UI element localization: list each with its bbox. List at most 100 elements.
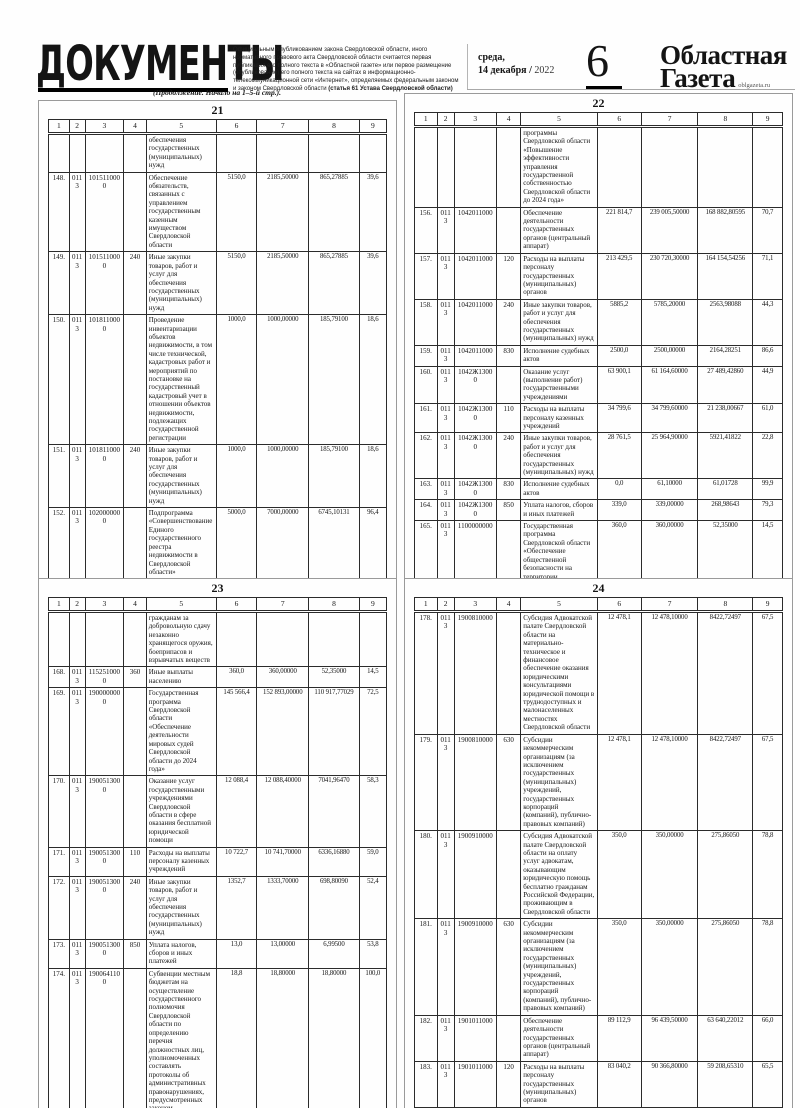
table-cell: 52,35000 [308, 666, 360, 689]
table-row: 164. 0113 1042Ж13000 850 Уплата налогов, сбо… [414, 499, 783, 522]
table-cell: 12 088,40000 [256, 775, 310, 848]
column-header: 2 [436, 597, 455, 613]
table-cell: 10 722,7 [215, 846, 258, 877]
table-row: 182. 0113 1901011000 Обеспечение деятельнос… [414, 1014, 783, 1062]
table-cell: 1900810000 [453, 611, 497, 735]
table-cell [84, 133, 125, 173]
table-cell [84, 610, 125, 668]
column-header: 9 [752, 597, 783, 613]
table-row: 178. 0113 1900810000 Субсидия Адвокатской п… [414, 611, 783, 735]
table-cell: 163. [414, 478, 438, 501]
budget-table: 1 2 3 4 5 6 7 8 9 обеспечения государственных (му… [48, 119, 388, 760]
table-row: 181. 0113 1900910000 630 Субсидии некоммерче… [414, 918, 783, 1016]
table-cell: 90 366,80000 [640, 1060, 699, 1108]
table-cell [495, 611, 522, 735]
table-row: 180. 0113 1900910000 Субсидия Адвокатской п… [414, 830, 783, 920]
table-cell: 168. [48, 666, 70, 689]
table-cell: 360 [123, 666, 147, 689]
table-cell [48, 610, 70, 668]
table-cell: 0113 [436, 1014, 455, 1062]
issue-day: 14 декабря / 2022 [478, 65, 555, 76]
table-row: 179. 0113 1900810000 630 Субсидии некоммерче… [414, 733, 783, 832]
masthead-rule [467, 89, 795, 90]
table-number: 22 [592, 96, 605, 110]
table-row: 169. 0113 1900000000 Государственная програ… [48, 687, 388, 777]
table-cell: Субвенции местным бюджетам на осуществле… [145, 967, 217, 1108]
column-header: 7 [256, 597, 310, 613]
budget-table-block-24: 24 1 2 3 4 5 6 7 8 9 178. 0113 1900810000 Субсидия А… [404, 578, 793, 1108]
table-cell: 0113 [68, 507, 86, 580]
table-cell: 152 893,00000 [256, 687, 310, 777]
table-cell [256, 133, 310, 173]
column-header: 6 [215, 119, 258, 135]
disclaimer-text: Официальным опубликованием закона Свердл… [233, 47, 459, 92]
table-cell: обеспечения государственных (муниципальн… [145, 133, 217, 173]
table-cell: 99,9 [752, 478, 783, 501]
table-cell: 1900910000 [453, 918, 497, 1016]
table-cell [256, 610, 310, 668]
continuation-note-top: (Продолжение. Начало на 1–5-й стр.). [152, 88, 282, 97]
table-cell: 1015110000 [84, 251, 125, 316]
table-cell: Расходы на выплаты персоналу государстве… [520, 252, 598, 300]
table-cell: 0113 [436, 918, 455, 1016]
table-cell: 160. [414, 365, 438, 405]
table-cell: 0,0 [596, 478, 642, 501]
table-cell: 350,0 [596, 918, 642, 1016]
table-cell: Подпрограмма «Совершенствование Единого … [145, 507, 217, 580]
table-cell: 0113 [436, 499, 455, 522]
table-cell: 164 154,54256 [697, 252, 754, 300]
table-cell [308, 133, 360, 173]
table-cell: 7041,96470 [308, 775, 360, 848]
table-cell: 360,00000 [256, 666, 310, 689]
table-cell: 183. [414, 1060, 438, 1108]
table-cell: 1020000000 [84, 507, 125, 580]
table-cell: 66,0 [752, 1014, 783, 1062]
table-cell: 0113 [68, 666, 86, 689]
column-header: 8 [697, 112, 754, 128]
table-cell: 350,00000 [640, 830, 699, 920]
table-cell: 12 478,1 [596, 611, 642, 735]
disclaimer-bold-text: (статья 61 Устава Свердловской области) [328, 85, 453, 92]
table-cell: 1018110000 [84, 314, 125, 446]
table-row: 173. 0113 1900513000 850 Уплата налогов, сбо… [48, 938, 388, 969]
table-cell: 221 814,7 [596, 206, 642, 254]
table-row: 161. 0113 1042Ж13000 110 Расходы на выплаты … [414, 403, 783, 434]
table-cell: 151. [48, 444, 70, 509]
table-cell: гражданам за добровольную сдачу незаконн… [145, 610, 217, 668]
table-cell [358, 610, 388, 668]
table-cell: 150. [48, 314, 70, 446]
table-cell: Иные выплаты населению [145, 666, 217, 689]
table-cell: Уплата налогов, сборов и иных платежей [145, 938, 217, 969]
table-cell: 2164,28251 [697, 344, 754, 367]
table-cell: 8422,72497 [697, 733, 754, 832]
table-cell: 850 [495, 499, 522, 522]
table-cell: 173. [48, 938, 70, 969]
table-cell: 145 566,4 [215, 687, 258, 777]
column-header: 5 [520, 112, 598, 128]
column-header: 8 [308, 597, 360, 613]
table-cell: 34 799,6 [596, 403, 642, 434]
table-cell: 53,8 [358, 938, 388, 969]
table-cell: 28 761,5 [596, 432, 642, 480]
column-header: 1 [414, 597, 438, 613]
table-cell: 12 088,4 [215, 775, 258, 848]
column-header: 9 [358, 119, 388, 135]
table-cell: 5150,0 [215, 171, 258, 253]
table-cell: 172. [48, 875, 70, 940]
table-cell [123, 687, 147, 777]
table-cell: 18,6 [358, 314, 388, 446]
table-cell: Расходы на выплаты персоналу казенных уч… [145, 846, 217, 877]
table-cell: 6,99500 [308, 938, 360, 969]
table-cell: 830 [495, 344, 522, 367]
column-header: 6 [215, 597, 258, 613]
table-cell: 79,3 [752, 499, 783, 522]
table-row: обеспечения государственных (муниципальн… [48, 133, 388, 173]
table-cell: 5000,0 [215, 507, 258, 580]
table-cell: 1901011000 [453, 1014, 497, 1062]
table-cell: Субсидии некоммерческим организациям (за… [520, 918, 598, 1016]
table-cell: 1900513000 [84, 938, 125, 969]
